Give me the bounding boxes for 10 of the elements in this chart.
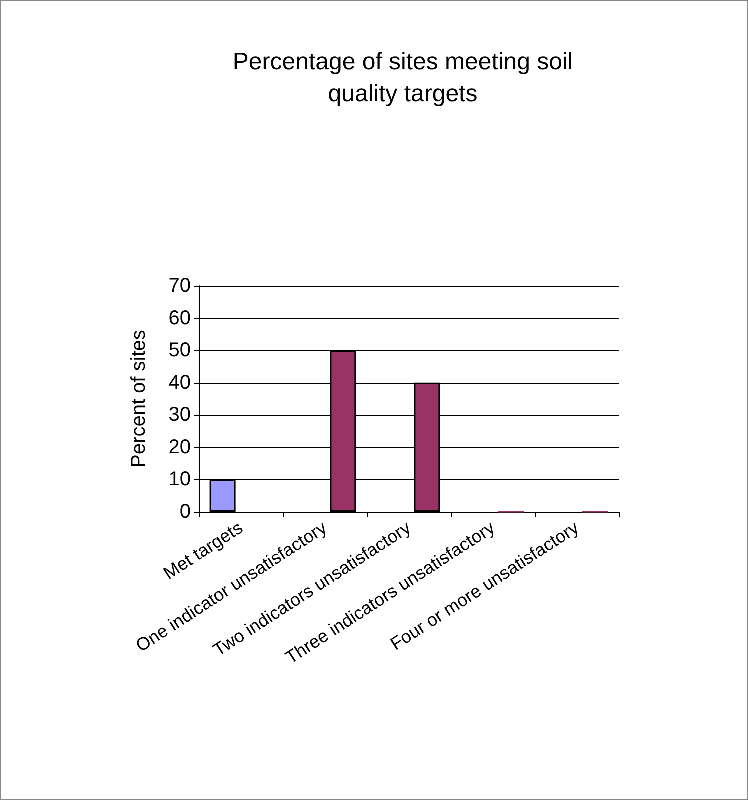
y-tick-label: 30	[168, 404, 191, 426]
y-tick-label: 10	[168, 468, 191, 491]
y-tick-label: 70	[168, 275, 191, 297]
y-tick-label: 20	[168, 436, 191, 458]
y-tick-label: 0	[180, 501, 191, 523]
y-tick-label: 40	[168, 372, 191, 394]
chart-title: Percentage of sites meeting soil quality targets	[232, 48, 574, 108]
y-axis-title: Percent of sites	[128, 330, 150, 468]
y-tick-label: 60	[168, 307, 191, 330]
y-tick-label: 50	[168, 340, 191, 362]
